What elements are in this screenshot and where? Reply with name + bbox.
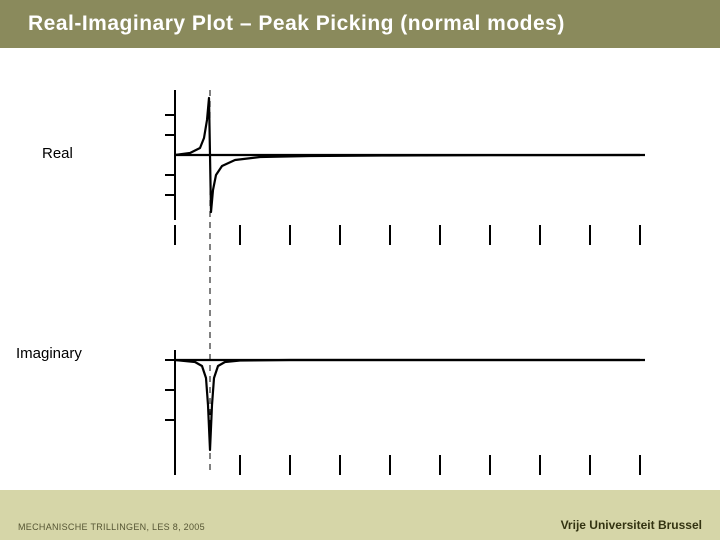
- title-bar: Real-Imaginary Plot – Peak Picking (norm…: [0, 0, 720, 48]
- plot-area: [90, 60, 650, 480]
- footer-bar: MECHANISCHE TRILLINGEN, LES 8, 2005 Vrij…: [0, 490, 720, 540]
- course-label: MECHANISCHE TRILLINGEN, LES 8, 2005: [18, 522, 205, 532]
- slide-title: Real-Imaginary Plot – Peak Picking (norm…: [28, 12, 565, 36]
- real-imaginary-plot: [90, 60, 650, 480]
- university-label: Vrije Universiteit Brussel: [561, 518, 702, 532]
- real-axis-label: Real: [42, 145, 73, 162]
- imaginary-axis-label: Imaginary: [16, 345, 82, 362]
